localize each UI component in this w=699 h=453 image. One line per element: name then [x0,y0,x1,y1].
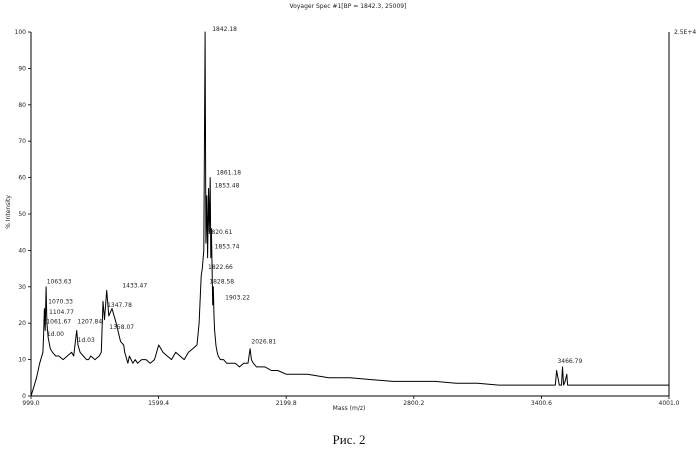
y-axis-label: % Intensity [5,195,12,229]
peak-label: 1358.07 [109,324,134,331]
spectrum-line [31,32,669,396]
x-tick-label: 1599.4 [148,400,169,407]
y-tick-label: 0 [22,393,26,400]
y-tick-label: 100 [15,29,27,36]
peak-labels: 1063.63 1070.33 1104.77 1061.67 1d.00 1207.84… [46,26,582,365]
peak-label: 1853.74 [215,244,240,251]
y-tick-label: 40 [18,247,26,254]
peak-label: 1063.63 [47,279,72,286]
peak-label: 1820.61 [208,229,233,236]
series-group [31,32,669,396]
peak-label: 2026.81 [251,338,276,345]
peak-label: 1842.18 [212,26,237,33]
chart-title: Voyager Spec #1[BP = 1842.3, 25009] [290,3,407,10]
y-tick-label: 60 [18,175,26,182]
figure-caption: Рис. 2 [333,432,366,447]
axis-ticks: 0 10 20 30 40 50 60 70 80 90 100 999.0 1599.4 2199.8 2… [15,29,680,407]
y-tick-label: 90 [18,65,26,72]
x-tick-label: 2199.8 [276,400,297,407]
peak-label: 1822.66 [208,264,233,271]
y-tick-label: 30 [18,284,26,291]
y-tick-label: 50 [18,211,26,218]
x-tick-label: 3400.6 [531,400,552,407]
peak-label: 1433.47 [122,282,147,289]
peak-label: 1061.67 [46,319,71,326]
y-tick-label: 10 [18,357,26,364]
y-tick-label: 20 [18,320,26,327]
y-tick-label: 80 [18,102,26,109]
peak-label: 1207.84 [77,319,102,326]
x-tick-label: 4001.0 [659,400,680,407]
x-tick-label: 999.0 [22,400,39,407]
peak-label: 1070.33 [48,298,73,305]
peak-label: 1347.78 [107,302,132,309]
axes [31,32,669,396]
peak-label: 1861.18 [216,169,241,176]
peak-label: 1853.48 [215,183,240,190]
peak-label: 1828.58 [209,279,234,286]
right-axis-label: 2.5E+4 [674,29,696,36]
x-axis-label: Mass (m/z) [333,405,366,412]
peak-label: 3466.79 [557,358,582,365]
peak-label: 1d.03 [78,337,95,344]
x-tick-label: 2800.2 [403,400,424,407]
peak-label: 1104.77 [49,309,74,316]
y-tick-label: 70 [18,138,26,145]
peak-label: 1903.22 [225,295,250,302]
peak-label: 1d.00 [47,331,64,338]
